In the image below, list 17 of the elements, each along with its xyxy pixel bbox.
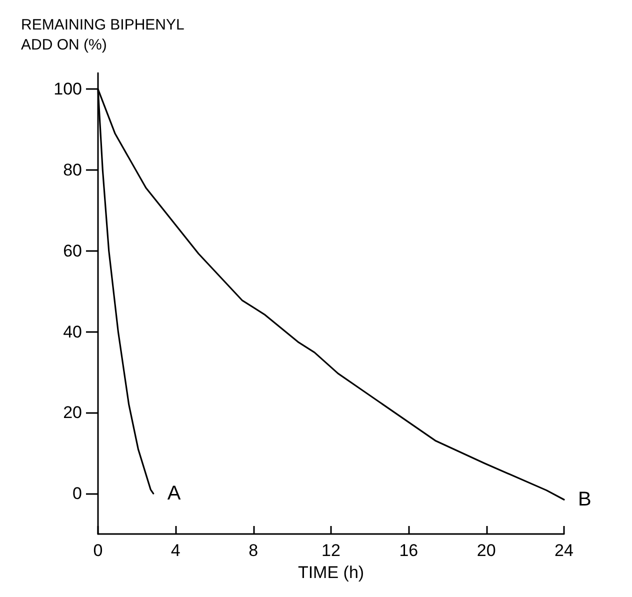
y-tick-label: 40	[63, 322, 82, 342]
y-tick-label: 20	[63, 403, 82, 422]
x-tick-label: 8	[248, 541, 258, 560]
y-axis-title: REMAINING BIPHENYL ADD ON (%)	[21, 16, 184, 54]
x-tick-label: 0	[93, 541, 103, 560]
y-tick-label: 0	[72, 484, 82, 504]
series-label: A	[167, 482, 182, 505]
x-tick-label: 24	[554, 541, 574, 560]
y-tick-label: 60	[63, 241, 82, 260]
x-tick-label: 12	[322, 541, 340, 560]
x-tick-label: 16	[399, 541, 418, 560]
y-tick-label: 100	[54, 80, 82, 99]
x-axis-title: TIME (h)	[298, 563, 364, 582]
series-label: B	[578, 488, 592, 511]
x-tick-label: 20	[476, 541, 496, 560]
x-tick-label: 4	[170, 541, 180, 560]
y-tick-label: 80	[63, 160, 82, 180]
